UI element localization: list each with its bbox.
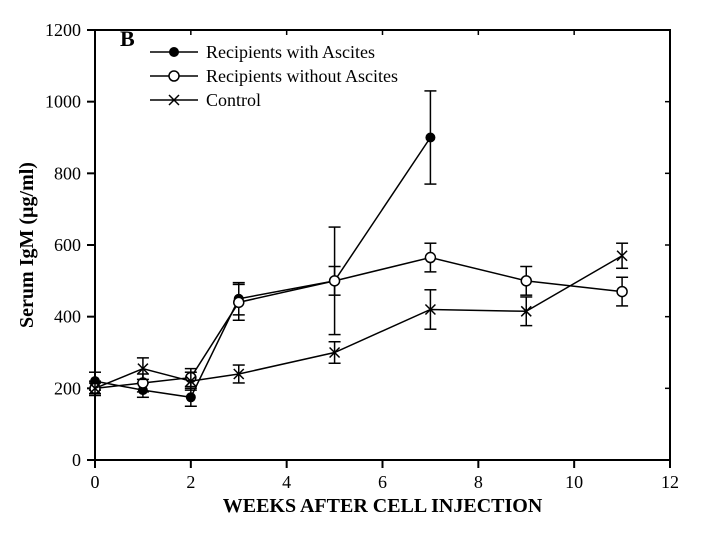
series-line-no-ascites <box>95 258 622 389</box>
marker-open-circle <box>521 276 531 286</box>
panel-label: B <box>120 26 135 52</box>
marker-filled-circle <box>186 392 196 402</box>
x-tick-label: 2 <box>186 472 195 492</box>
y-tick-label: 1200 <box>45 20 81 40</box>
y-axis-title: Serum IgM (µg/ml) <box>16 162 38 328</box>
x-tick-label: 4 <box>282 472 291 492</box>
legend-label: Recipients with Ascites <box>206 42 375 62</box>
y-tick-label: 400 <box>54 307 81 327</box>
marker-filled-circle <box>425 133 435 143</box>
y-tick-label: 1000 <box>45 92 81 112</box>
marker-open-circle <box>425 253 435 263</box>
x-axis-title: WEEKS AFTER CELL INJECTION <box>223 495 543 517</box>
line-chart: 0 200 400 600 800 1000 1200 0 2 4 6 8 10 12 WEEKS AFTE… <box>0 0 720 536</box>
marker-open-circle <box>169 71 179 81</box>
x-tick-label: 10 <box>565 472 583 492</box>
y-tick-label: 200 <box>54 378 81 398</box>
x-tick-label: 0 <box>91 472 100 492</box>
y-tick-label: 800 <box>54 163 81 183</box>
marker-filled-circle <box>169 47 179 57</box>
y-tick-label: 600 <box>54 235 81 255</box>
x-tick-label: 12 <box>661 472 679 492</box>
marker-open-circle <box>617 287 627 297</box>
x-tick-label: 6 <box>378 472 387 492</box>
chart-container: B 0 200 400 600 800 1000 1200 0 2 4 6 8 10 12 WEEKS AF… <box>0 0 720 536</box>
x-tick-label: 8 <box>474 472 483 492</box>
marker-open-circle <box>330 276 340 286</box>
y-tick-label: 0 <box>72 450 81 470</box>
marker-open-circle <box>234 297 244 307</box>
legend-label: Control <box>206 90 261 110</box>
legend-label: Recipients without Ascites <box>206 66 398 86</box>
